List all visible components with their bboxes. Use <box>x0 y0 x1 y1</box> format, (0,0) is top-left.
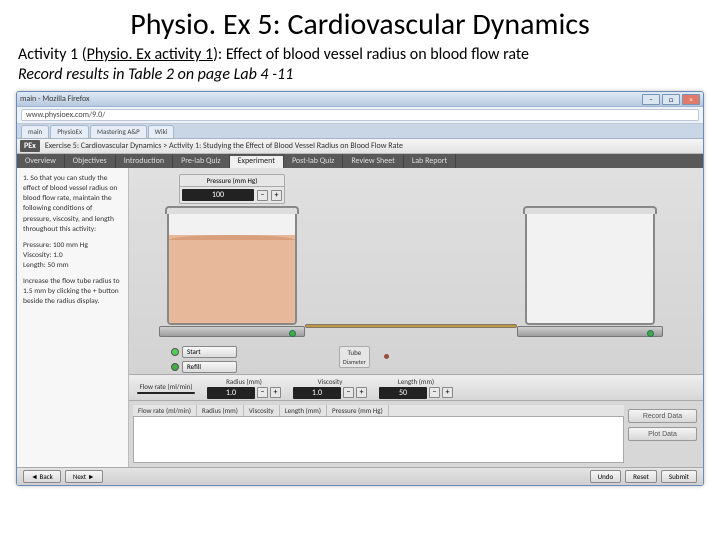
pressure-control: Pressure (mm Hg) 100 − + <box>179 174 285 204</box>
tube-label-text: Tube <box>347 348 361 357</box>
col-pressure: Pressure (mm Hg) <box>327 405 389 416</box>
plot-data-button[interactable]: Plot Data <box>628 427 697 441</box>
close-button[interactable]: × <box>682 94 700 105</box>
tab-prelab[interactable]: Pre-lab Quiz <box>173 154 230 168</box>
tab-postlab[interactable]: Post-lab Quiz <box>284 154 343 168</box>
slide-subtitle: Activity 1 (Physio. Ex activity 1): Effe… <box>0 45 720 85</box>
pex-badge: PEx <box>20 140 40 152</box>
url-field[interactable]: www.physioex.com/9.0/ <box>21 109 699 121</box>
length-label: Length (mm) <box>398 377 434 386</box>
blood-fluid <box>169 235 295 323</box>
slide-title: Physio. Ex 5: Cardiovascular Dynamics <box>0 0 720 45</box>
window-titlebar: main - Mozilla Firefox – □ × <box>17 92 703 107</box>
activity-link-text: Physio. Ex activity 1 <box>87 45 213 64</box>
browser-tab[interactable]: main <box>21 125 49 138</box>
length-decrement[interactable]: − <box>429 387 440 398</box>
instruction-action: Increase the flow tube radius to 1.5 mm … <box>23 277 122 307</box>
start-button[interactable]: Start <box>182 346 237 358</box>
viscosity-group: Viscosity 1.0 − + <box>293 377 367 399</box>
submit-button[interactable]: Submit <box>661 470 697 483</box>
col-viscosity: Viscosity <box>244 405 280 416</box>
browser-tab[interactable]: Wiki <box>148 125 175 138</box>
droplet-icon <box>384 354 389 359</box>
instruction-step: 1. So that you can study the effect of b… <box>23 174 122 235</box>
app-header: PEx Exercise 5: Cardiovascular Dynamics … <box>17 139 703 154</box>
radius-decrement[interactable]: − <box>257 387 268 398</box>
start-led-icon <box>171 348 179 356</box>
simulation-canvas: Pressure (mm Hg) 100 − + <box>129 168 703 374</box>
pressure-increment[interactable]: + <box>271 190 282 201</box>
browser-tab[interactable]: Mastering A&P <box>90 125 147 138</box>
undo-button[interactable]: Undo <box>590 470 622 483</box>
flowrate-value <box>137 392 195 394</box>
record-data-button[interactable]: Record Data <box>628 409 697 423</box>
destination-beaker <box>525 210 655 325</box>
maximize-button[interactable]: □ <box>662 94 680 105</box>
viscosity-value: 1.0 <box>293 387 341 399</box>
col-length: Length (mm) <box>280 405 327 416</box>
subtitle-line2: Record results in Table 2 on page Lab 4 … <box>18 65 293 84</box>
source-beaker <box>167 210 297 325</box>
pressure-value: 100 <box>182 189 254 201</box>
simulation-area: Pressure (mm Hg) 100 − + <box>129 168 703 467</box>
flow-tube <box>305 324 517 328</box>
next-button[interactable]: Next ► <box>65 470 103 483</box>
results-buttons: Record Data Plot Data <box>628 401 703 467</box>
results-table: Flow rate (ml/min) Radius (mm) Viscosity… <box>133 405 624 463</box>
table-header-row: Flow rate (ml/min) Radius (mm) Viscosity… <box>133 405 624 417</box>
tab-experiment[interactable]: Experiment <box>230 154 284 168</box>
length-increment[interactable]: + <box>442 387 453 398</box>
col-radius: Radius (mm) <box>197 405 244 416</box>
pressure-label: Pressure (mm Hg) <box>179 174 285 187</box>
viscosity-label: Viscosity <box>318 377 343 386</box>
url-bar: www.physioex.com/9.0/ <box>17 107 703 124</box>
viscosity-increment[interactable]: + <box>356 387 367 398</box>
workspace: 1. So that you can study the effect of b… <box>17 168 703 467</box>
physioex-app: PEx Exercise 5: Cardiovascular Dynamics … <box>17 139 703 485</box>
browser-window: main - Mozilla Firefox – □ × www.physioe… <box>16 91 704 486</box>
results-area: Flow rate (ml/min) Radius (mm) Viscosity… <box>129 400 703 467</box>
radius-increment[interactable]: + <box>270 387 281 398</box>
length-value: 50 <box>379 387 427 399</box>
app-footer: ◄ Back Next ► Undo Reset Submit <box>17 467 703 485</box>
back-button[interactable]: ◄ Back <box>23 470 61 483</box>
tab-report[interactable]: Lab Report <box>404 154 456 168</box>
breadcrumb: Exercise 5: Cardiovascular Dynamics > Ac… <box>45 141 403 151</box>
radius-label: Radius (mm) <box>226 377 262 386</box>
length-group: Length (mm) 50 − + <box>379 377 453 399</box>
instructions-panel: 1. So that you can study the effect of b… <box>17 168 129 467</box>
tab-review[interactable]: Review Sheet <box>343 154 404 168</box>
pressure-decrement[interactable]: − <box>257 190 268 201</box>
reset-button[interactable]: Reset <box>625 470 657 483</box>
col-flow: Flow rate (ml/min) <box>133 405 197 416</box>
subtitle-part: ): Effect of blood vessel radius on bloo… <box>213 45 529 64</box>
tab-introduction[interactable]: Introduction <box>116 154 173 168</box>
nav-tabs: Overview Objectives Introduction Pre-lab… <box>17 154 703 168</box>
window-title: main - Mozilla Firefox <box>20 94 90 104</box>
flowrate-group: Flow rate (ml/min) <box>137 382 195 394</box>
refill-led-icon <box>171 363 179 371</box>
tube-sublabel: Diameter <box>343 358 366 366</box>
instruction-conditions: Pressure: 100 mm Hg Viscosity: 1.0 Lengt… <box>23 241 122 271</box>
flowrate-label: Flow rate (ml/min) <box>139 382 192 391</box>
tube-label: Tube Diameter <box>339 346 370 368</box>
browser-tab[interactable]: PhysioEx <box>50 125 89 138</box>
parameter-bar: Flow rate (ml/min) Radius (mm) 1.0 − + V… <box>129 374 703 400</box>
tab-objectives[interactable]: Objectives <box>65 154 116 168</box>
browser-tabbar: main PhysioEx Mastering A&P Wiki <box>17 124 703 139</box>
radius-group: Radius (mm) 1.0 − + <box>207 377 281 399</box>
refill-button[interactable]: Refill <box>182 361 237 373</box>
minimize-button[interactable]: – <box>642 94 660 105</box>
subtitle-part: Activity 1 ( <box>18 45 87 64</box>
viscosity-decrement[interactable]: − <box>343 387 354 398</box>
destination-stand <box>517 326 663 337</box>
sim-controls: Start Refill <box>171 346 237 373</box>
tab-overview[interactable]: Overview <box>17 154 65 168</box>
radius-value: 1.0 <box>207 387 255 399</box>
source-stand <box>159 326 305 337</box>
